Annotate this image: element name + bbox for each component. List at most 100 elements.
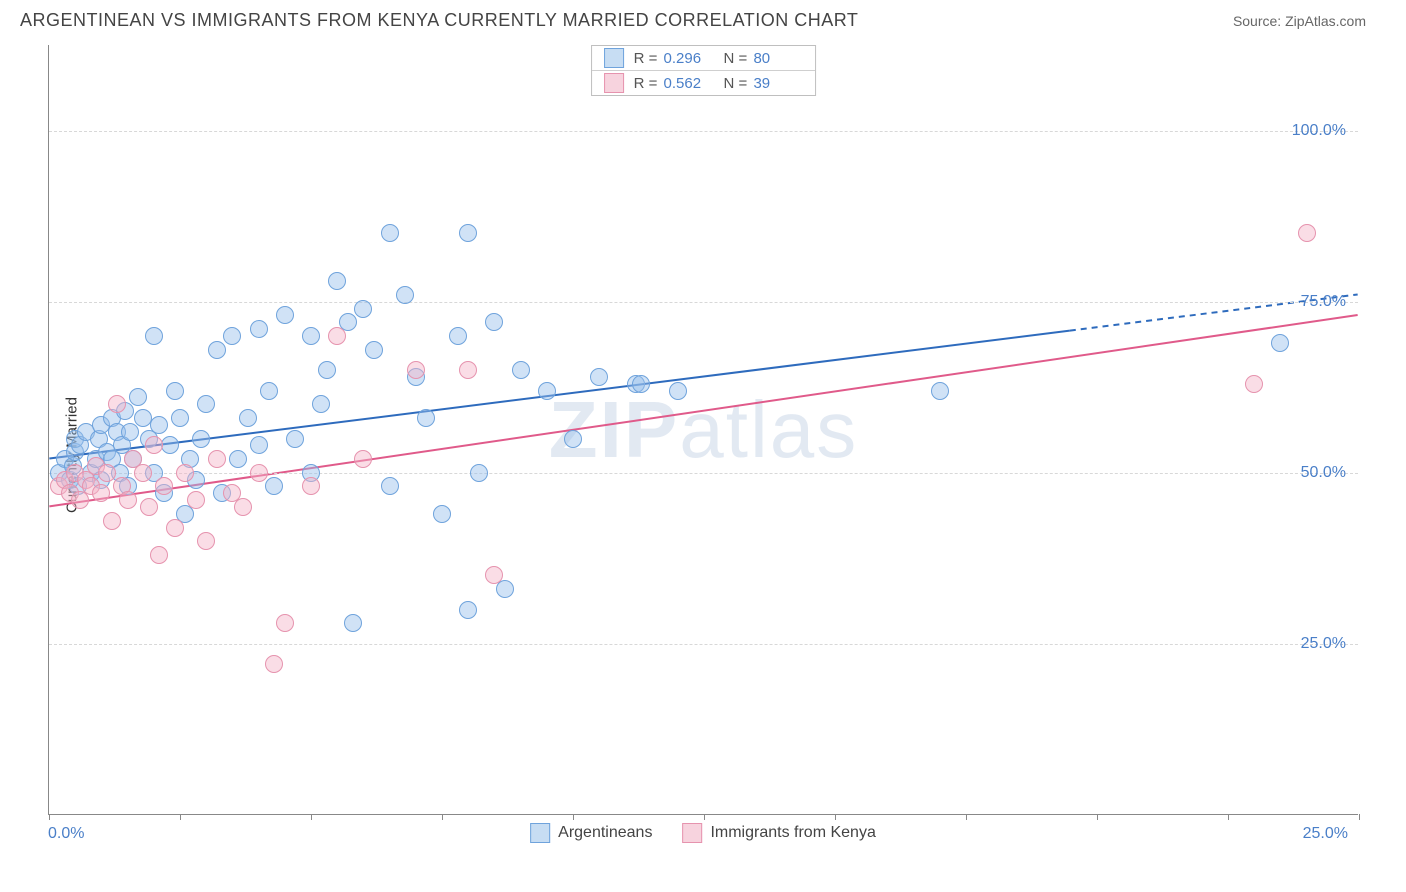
data-point bbox=[1298, 224, 1316, 242]
data-point bbox=[354, 450, 372, 468]
data-point bbox=[98, 464, 116, 482]
stats-row: R = 0.296 N = 80 bbox=[592, 46, 816, 71]
data-point bbox=[250, 320, 268, 338]
gridline bbox=[49, 473, 1358, 474]
data-point bbox=[328, 327, 346, 345]
data-point bbox=[538, 382, 556, 400]
legend-label: Immigrants from Kenya bbox=[710, 824, 875, 842]
data-point bbox=[223, 327, 241, 345]
data-point bbox=[145, 327, 163, 345]
data-point bbox=[145, 436, 163, 454]
data-point bbox=[250, 436, 268, 454]
data-point bbox=[512, 361, 530, 379]
data-point bbox=[208, 450, 226, 468]
data-point bbox=[155, 477, 173, 495]
data-point bbox=[150, 546, 168, 564]
gridline bbox=[49, 131, 1358, 132]
data-point bbox=[176, 464, 194, 482]
data-point bbox=[121, 423, 139, 441]
data-point bbox=[328, 272, 346, 290]
data-point bbox=[150, 416, 168, 434]
legend-item: Immigrants from Kenya bbox=[682, 823, 875, 843]
data-point bbox=[417, 409, 435, 427]
data-point bbox=[166, 519, 184, 537]
legend-swatch bbox=[682, 823, 702, 843]
chart-container: Currently Married ZIPatlas R = 0.296N = … bbox=[0, 35, 1406, 875]
data-point bbox=[396, 286, 414, 304]
chart-header: ARGENTINEAN VS IMMIGRANTS FROM KENYA CUR… bbox=[0, 0, 1406, 35]
data-point bbox=[407, 361, 425, 379]
x-tick bbox=[180, 814, 181, 820]
stats-row: R = 0.562 N = 39 bbox=[592, 71, 816, 95]
data-point bbox=[590, 368, 608, 386]
data-point bbox=[449, 327, 467, 345]
y-tick-label: 100.0% bbox=[1292, 122, 1346, 140]
data-point bbox=[229, 450, 247, 468]
stat-n: N = 80 bbox=[724, 50, 804, 67]
bottom-legend: Argentineans Immigrants from Kenya bbox=[530, 823, 876, 843]
x-max-label: 25.0% bbox=[1303, 825, 1348, 843]
data-point bbox=[485, 566, 503, 584]
data-point bbox=[171, 409, 189, 427]
data-point bbox=[433, 505, 451, 523]
data-point bbox=[161, 436, 179, 454]
legend-swatch bbox=[604, 48, 624, 68]
legend-label: Argentineans bbox=[558, 824, 652, 842]
stats-legend: R = 0.296 N = 80 R = 0.562 N = 39 bbox=[591, 45, 817, 96]
data-point bbox=[234, 498, 252, 516]
data-point bbox=[381, 224, 399, 242]
x-tick bbox=[1097, 814, 1098, 820]
x-tick bbox=[311, 814, 312, 820]
legend-item: Argentineans bbox=[530, 823, 652, 843]
data-point bbox=[318, 361, 336, 379]
data-point bbox=[187, 491, 205, 509]
stat-n: N = 39 bbox=[724, 75, 804, 92]
data-point bbox=[459, 601, 477, 619]
x-tick bbox=[1359, 814, 1360, 820]
data-point bbox=[260, 382, 278, 400]
data-point bbox=[931, 382, 949, 400]
data-point bbox=[1245, 375, 1263, 393]
data-point bbox=[381, 477, 399, 495]
x-min-label: 0.0% bbox=[48, 825, 84, 843]
legend-swatch bbox=[604, 73, 624, 93]
stat-r: R = 0.562 bbox=[634, 75, 714, 92]
y-tick-label: 50.0% bbox=[1301, 464, 1346, 482]
gridline bbox=[49, 302, 1358, 303]
data-point bbox=[103, 512, 121, 530]
data-point bbox=[365, 341, 383, 359]
data-point bbox=[276, 306, 294, 324]
data-point bbox=[1271, 334, 1289, 352]
data-point bbox=[312, 395, 330, 413]
data-point bbox=[470, 464, 488, 482]
data-point bbox=[632, 375, 650, 393]
x-tick bbox=[573, 814, 574, 820]
data-point bbox=[669, 382, 687, 400]
x-tick bbox=[49, 814, 50, 820]
watermark: ZIPatlas bbox=[549, 384, 858, 476]
data-point bbox=[119, 491, 137, 509]
data-point bbox=[108, 395, 126, 413]
data-point bbox=[129, 388, 147, 406]
data-point bbox=[208, 341, 226, 359]
gridline bbox=[49, 644, 1358, 645]
data-point bbox=[459, 224, 477, 242]
x-tick bbox=[442, 814, 443, 820]
x-tick bbox=[966, 814, 967, 820]
stat-r: R = 0.296 bbox=[634, 50, 714, 67]
data-point bbox=[140, 498, 158, 516]
data-point bbox=[354, 300, 372, 318]
data-point bbox=[197, 532, 215, 550]
data-point bbox=[485, 313, 503, 331]
data-point bbox=[265, 655, 283, 673]
y-tick-label: 75.0% bbox=[1301, 293, 1346, 311]
data-point bbox=[344, 614, 362, 632]
data-point bbox=[564, 430, 582, 448]
source-attribution: Source: ZipAtlas.com bbox=[1233, 13, 1366, 29]
data-point bbox=[239, 409, 257, 427]
data-point bbox=[166, 382, 184, 400]
data-point bbox=[265, 477, 283, 495]
data-point bbox=[192, 430, 210, 448]
chart-title: ARGENTINEAN VS IMMIGRANTS FROM KENYA CUR… bbox=[20, 10, 858, 31]
data-point bbox=[134, 464, 152, 482]
